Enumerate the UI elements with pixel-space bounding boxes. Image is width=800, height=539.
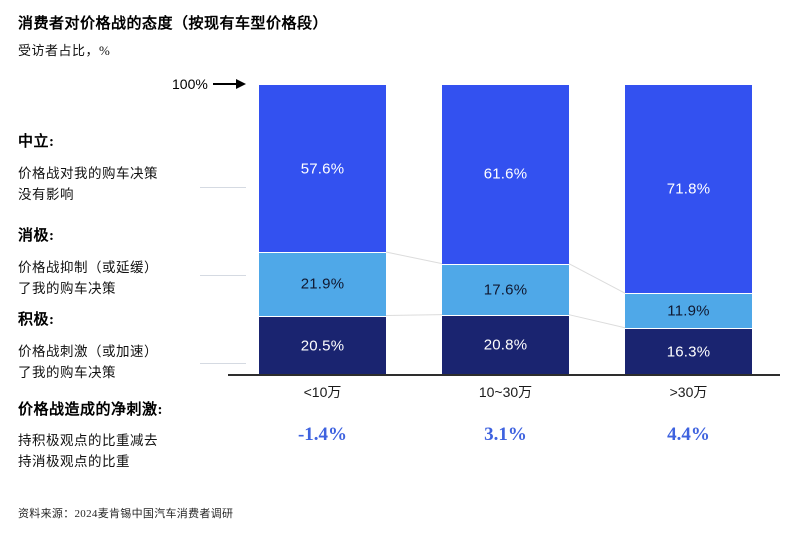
net-stimulus-description: 持积极观点的比重减去 持消极观点的比重 [18, 433, 158, 469]
bar-3-negative-value-label: 11.9% [667, 302, 710, 320]
bar-2-segment-positive: 20.8% [442, 314, 569, 375]
bar-3-segment-neutral: 71.8% [625, 85, 752, 294]
bar-1-neutral-value-label: 57.6% [300, 160, 345, 178]
bar-3-neutral-value-label: 71.8% [666, 180, 711, 198]
page-title: 消费者对价格战的态度（按现有车型价格段） [18, 16, 329, 32]
hundred-percent-marker: 100% [172, 76, 247, 92]
bar-3-positive-value-label: 16.3% [666, 343, 711, 361]
category-label-1: <10万 [303, 384, 342, 400]
bar-3-segment-positive: 16.3% [625, 327, 752, 375]
bar-1-segment-negative: 21.9% [259, 252, 386, 316]
legend-term-neutral: 中立: [18, 134, 55, 150]
legend-desc-positive: 价格战刺激（或加速） 了我的购车决策 [18, 344, 158, 380]
x-axis-line [228, 374, 780, 376]
connector-line-1-2 [385, 314, 443, 317]
legend-term-negative: 消极: [18, 228, 55, 244]
hundred-percent-label: 100% [172, 76, 208, 92]
net-stimulus-value-1: -1.4% [297, 424, 348, 445]
bar-1-segment-neutral: 57.6% [259, 85, 386, 253]
bar-2-negative-value-label: 17.6% [483, 281, 528, 299]
arrow-right-icon [212, 79, 246, 89]
bar-2-segment-neutral: 61.6% [442, 85, 569, 264]
bar-1-negative-value-label: 21.9% [300, 275, 345, 293]
source-note: 资料来源：2024麦肯锡中国汽车消费者调研 [18, 508, 234, 520]
bar-2-segment-negative: 17.6% [442, 263, 569, 315]
legend-desc-neutral: 价格战对我的购车决策 没有影响 [18, 166, 158, 202]
leader-line-neutral [200, 187, 246, 188]
bar-3-segment-negative: 11.9% [625, 293, 752, 328]
legend-desc-negative: 价格战抑制（或延缓） 了我的购车决策 [18, 260, 158, 296]
connector-line-1-1 [385, 251, 443, 265]
category-label-3: >30万 [669, 384, 708, 400]
bar-2-neutral-value-label: 61.6% [483, 165, 528, 183]
legend-term-positive: 积极: [18, 312, 55, 328]
net-stimulus-value-2: 3.1% [484, 424, 527, 445]
bar-1-positive-value-label: 20.5% [300, 337, 345, 355]
connector-line-2-1 [568, 263, 626, 294]
bar-2-positive-value-label: 20.8% [483, 336, 528, 354]
net-stimulus-value-3: 4.4% [667, 424, 710, 445]
bar-1-segment-positive: 20.5% [259, 315, 386, 375]
category-label-2: 10~30万 [478, 384, 533, 400]
leader-line-negative [200, 275, 246, 276]
connector-line-2-2 [568, 314, 626, 329]
leader-line-positive [200, 363, 246, 364]
chart-unit-subtitle: 受访者占比，% [18, 43, 111, 58]
net-stimulus-heading: 价格战造成的净刺激: [18, 402, 163, 418]
